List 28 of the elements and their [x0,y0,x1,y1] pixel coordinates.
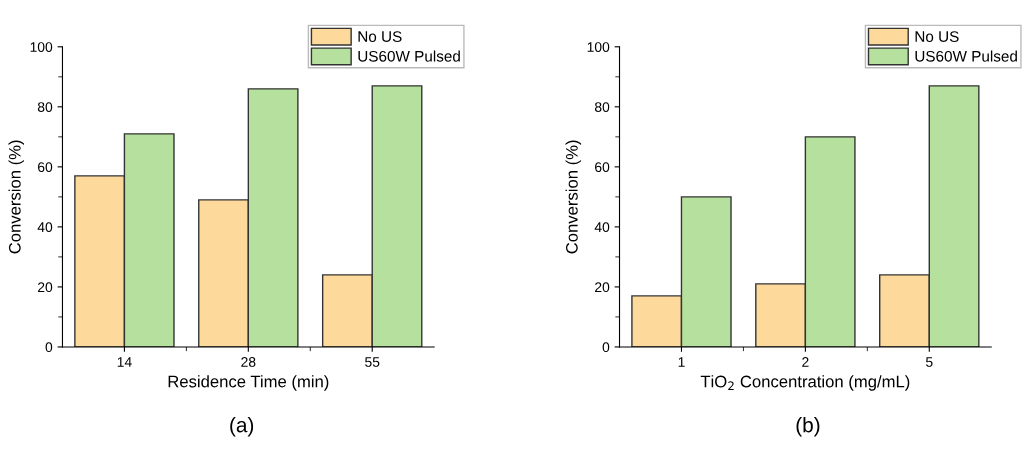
y-tick-label: 0 [602,342,610,353]
legend-label: US60W Pulsed [915,50,1017,62]
x-tick-label: 5 [925,357,933,367]
y-tick-label: 100 [30,42,53,52]
y-tick-label: 20 [37,282,53,293]
x-tick-label: 1 [678,357,685,367]
x-tick-label: 55 [365,357,380,367]
text: (a) [230,417,254,437]
y-tick-label: 80 [37,102,53,112]
legend-label: US60W Pulsed [358,50,460,62]
legend-label: No US [358,31,402,42]
y-tick-label: 40 [37,222,53,233]
y-axis-title: Conversion (%) [8,140,25,254]
x-axis-title: TiO$_{2}$ Concentration (mg/mL) [700,375,910,391]
text: (b) [796,417,820,437]
x-tick-label: 14 [117,357,132,367]
x-tick-label: 2 [802,357,809,367]
y-tick-label: 0 [45,342,53,353]
y-tick-label: 100 [587,42,610,52]
y-axis-title: Conversion (%) [565,140,582,254]
x-tick-label: 28 [241,357,256,367]
x-axis-title: Residence Time (min) [168,375,329,391]
y-tick-label: 60 [595,162,610,173]
y-tick-label: 60 [38,162,53,173]
legend-label: No US [915,31,959,42]
y-tick-label: 80 [594,102,610,112]
y-tick-label: 20 [595,282,610,293]
y-tick-label: 40 [594,222,610,233]
